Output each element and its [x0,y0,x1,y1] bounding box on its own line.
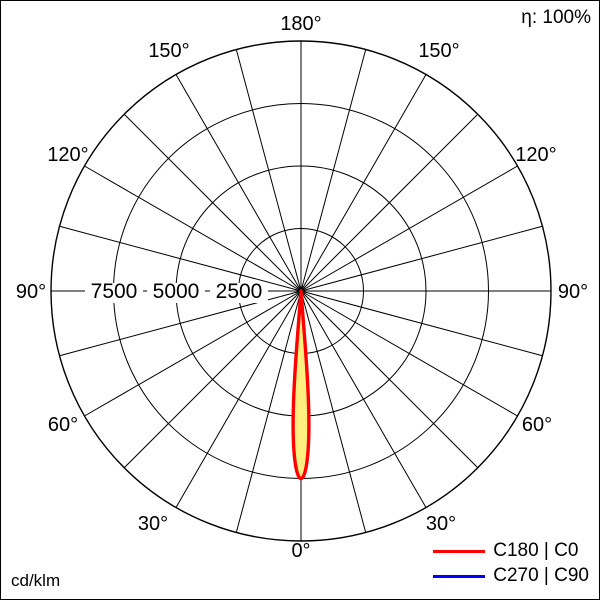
grid-spoke-150 [300,74,427,292]
angle-label: 90° [16,281,46,303]
grid-spoke-15 [235,290,302,533]
grid-spoke-120 [84,165,302,292]
radial-label: 7500 [91,280,138,303]
distribution-curves [291,289,311,481]
radial-label: 2500 [216,280,263,303]
legend-label-c180-c0: C180 | C0 [493,540,579,561]
grid-spoke-135 [300,113,479,292]
grid-spoke-30 [175,290,302,508]
angle-label: 120° [515,144,556,166]
radial-label-backdrop [210,283,268,303]
angle-tick-labels: 0° 30° 30° 60° 60° 90° 90° 120° 120° 150° 150° 180° [16,13,588,562]
angle-label: 30° [426,513,456,535]
grid-spoke-120 [300,165,518,292]
angle-label: 180° [280,13,321,35]
grid-spoke-165 [235,49,302,292]
radial-label-backdrop [85,283,143,303]
radial-label-backdrop [147,283,205,303]
angle-label: 30° [138,513,168,535]
grid-spoke-75 [300,290,543,357]
unit-label: cd/klm [11,571,61,590]
angle-label: 0° [291,540,310,562]
legend-label-c270-c90: C270 | C90 [493,565,589,586]
grid-spoke-105 [300,225,543,292]
grid-spoke-165 [300,49,367,292]
polar-grid [50,40,552,542]
legend: C180 | C0 C270 | C90 [433,540,589,587]
grid-spoke-30 [300,290,427,508]
grid-spoke-45 [300,290,479,469]
angle-label: 150° [418,40,459,62]
curve-line-c180-c0 [291,289,311,481]
grid-spoke-45 [123,290,302,469]
grid-spoke-150 [175,74,302,292]
radial-tick-labels: 7500 5000 2500 [85,280,268,303]
grid-spoke-105 [59,225,302,292]
grid-spoke-135 [123,113,302,292]
radial-label: 5000 [153,280,200,303]
angle-label: 60° [522,414,552,436]
legend-item-c270-c90: C270 | C90 [433,565,589,587]
legend-color-swatch-blue [433,574,486,578]
angle-label: 150° [148,40,189,62]
grid-spoke-60 [300,290,518,417]
angle-label: 90° [558,281,588,303]
angle-label: 60° [48,414,78,436]
legend-item-c180-c0: C180 | C0 [433,540,589,562]
grid-spoke-60 [84,290,302,417]
grid-spoke-15 [300,290,367,533]
curve-fill-c180-c0 [293,291,309,479]
legend-color-swatch-red [433,549,486,553]
angle-label: 120° [47,144,88,166]
efficiency-label: η: 100% [521,7,591,28]
